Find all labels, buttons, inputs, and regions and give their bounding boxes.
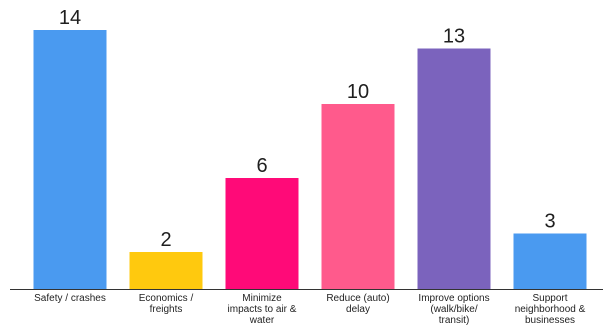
bar-1 xyxy=(129,252,203,289)
bar-2 xyxy=(225,178,299,289)
category-label-3: Reduce (auto) delay xyxy=(326,293,389,315)
data-label-1: 2 xyxy=(160,229,171,251)
bar-3 xyxy=(321,104,395,289)
category-label-4: Improve options (walk/bike/transit) xyxy=(418,293,489,326)
data-label-2: 6 xyxy=(256,155,267,177)
data-label-3: 10 xyxy=(347,81,369,103)
bar-4 xyxy=(417,48,491,289)
data-label-5: 3 xyxy=(544,211,555,233)
category-label-2: Minimize impacts to air & water xyxy=(228,293,297,326)
data-label-0: 14 xyxy=(59,7,81,29)
category-label-5: Support neighborhood & businesses xyxy=(515,293,586,326)
bar-0 xyxy=(33,30,107,289)
bar-5 xyxy=(513,233,587,289)
category-label-0: Safety / crashes xyxy=(34,293,106,304)
data-label-4: 13 xyxy=(443,26,465,48)
category-label-1: Economics / freights xyxy=(139,293,194,315)
